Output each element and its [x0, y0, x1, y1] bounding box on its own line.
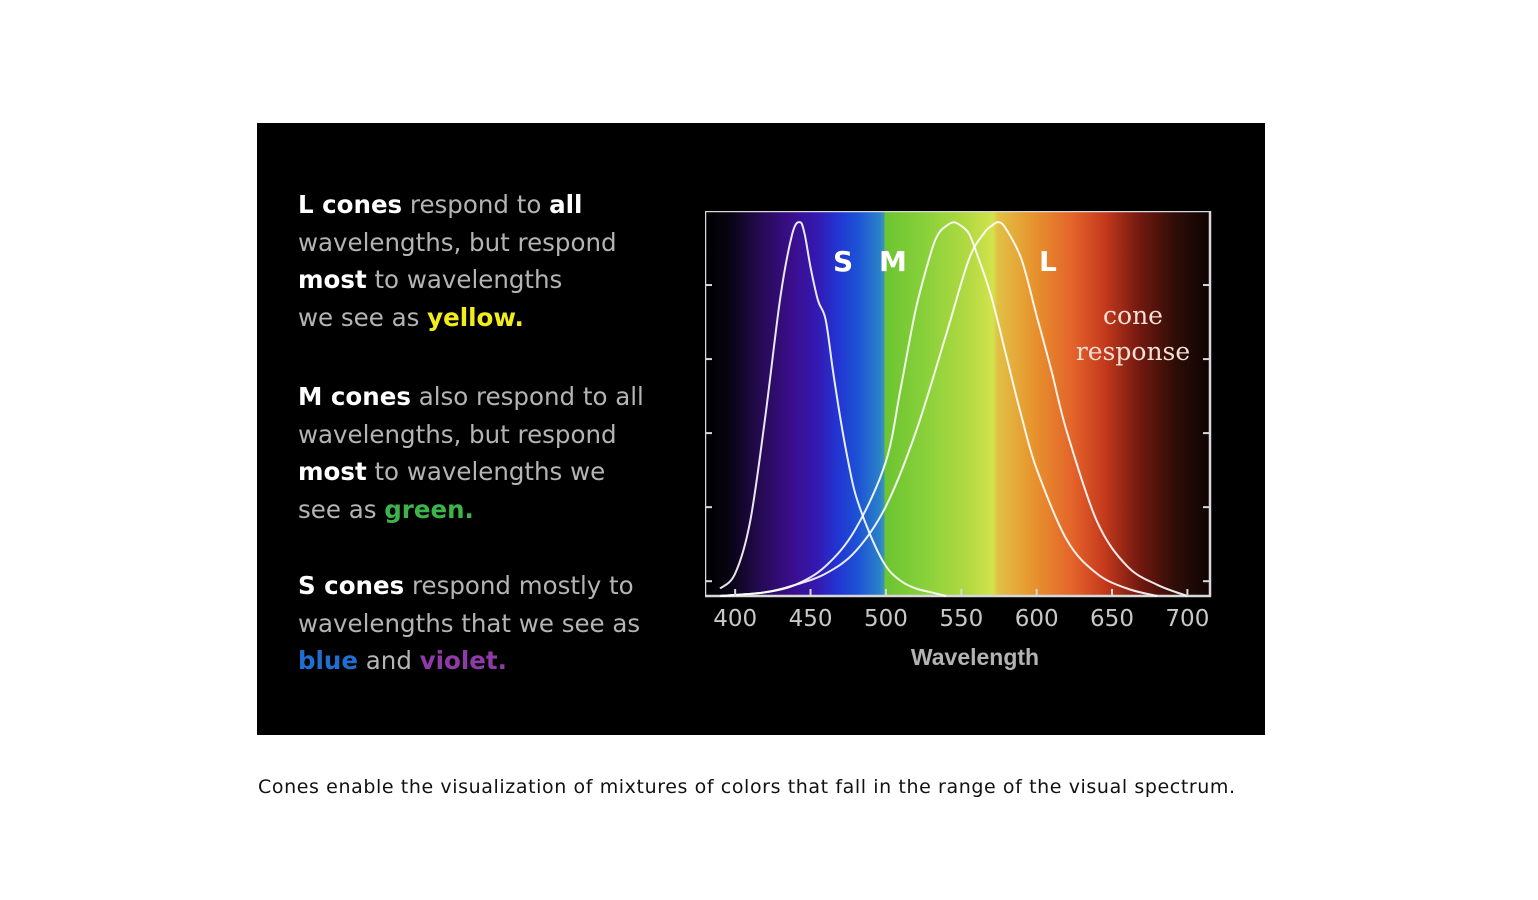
- x-tick-label: 450: [789, 606, 833, 632]
- violet-word: violet.: [419, 646, 507, 675]
- s-cones-term: S cones: [298, 571, 405, 600]
- series-s-curve: [719, 221, 947, 597]
- text: wavelengths, but respond: [298, 419, 617, 449]
- series-l-curve: [720, 221, 1188, 597]
- emphasis-most: most: [298, 265, 367, 294]
- annotation-line2: response: [1076, 337, 1190, 366]
- l-cones-term: L cones: [298, 190, 403, 219]
- m-cones-paragraph: M cones also respond to all wavelengths,…: [298, 378, 698, 528]
- yellow-word: yellow.: [427, 302, 524, 332]
- text: and: [358, 646, 420, 675]
- m-curve-label: M: [879, 245, 907, 278]
- x-tick-label: 700: [1165, 606, 1209, 632]
- emphasis-most: most: [298, 457, 367, 486]
- blue-word: blue: [298, 646, 358, 675]
- x-tick-label: 500: [864, 606, 908, 632]
- green-word: green.: [384, 494, 474, 524]
- text: also respond to all: [410, 382, 644, 411]
- s-cones-paragraph: S cones respond mostly to wavelengths th…: [298, 567, 698, 680]
- l-cones-paragraph: L cones respond to all wavelengths, but …: [298, 186, 698, 336]
- text: to wavelengths: [366, 265, 563, 294]
- x-tick-labels: 400 450 500 550 600 650 700: [713, 589, 1209, 632]
- text: wavelengths, but respond: [298, 227, 617, 257]
- emphasis-all: all: [549, 190, 583, 219]
- x-tick-label: 650: [1090, 606, 1134, 632]
- cone-response-chart: S M L cone response 400 450 500 550 600 650 70…: [705, 211, 1212, 670]
- figure-caption: Cones enable the visualization of mixtur…: [258, 776, 1236, 798]
- y-ticks: [705, 284, 1210, 583]
- plot-frame: [705, 211, 1212, 598]
- text: to wavelengths we: [366, 457, 606, 486]
- x-tick-label: 600: [1015, 606, 1059, 632]
- text: we see as: [298, 302, 428, 332]
- spectrum-background: [705, 211, 1210, 596]
- annotation-line1: cone: [1103, 301, 1163, 330]
- curves: [719, 221, 1188, 597]
- text: wavelengths that we see as: [298, 608, 641, 638]
- x-axis-label: Wavelength: [911, 644, 1039, 670]
- m-cones-term: M cones: [298, 382, 411, 411]
- series-m-curve: [720, 221, 1158, 597]
- text: respond mostly to: [404, 571, 634, 600]
- x-tick-label: 400: [713, 606, 757, 632]
- x-tick-label: 550: [939, 606, 983, 632]
- text: respond to: [402, 190, 550, 219]
- text: see as: [298, 494, 385, 524]
- s-curve-label: S: [833, 245, 853, 278]
- l-curve-label: L: [1039, 245, 1057, 278]
